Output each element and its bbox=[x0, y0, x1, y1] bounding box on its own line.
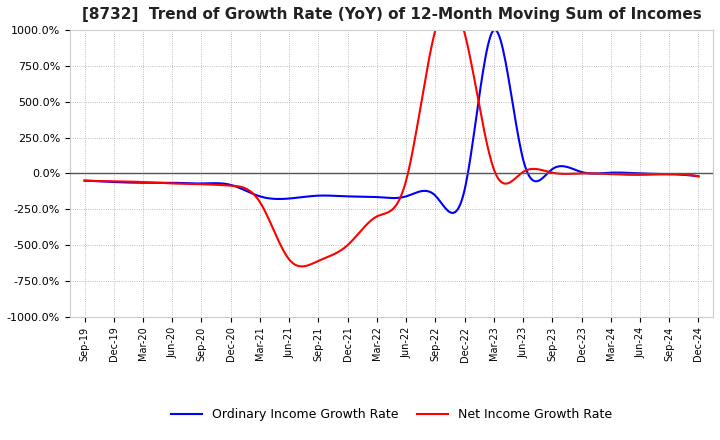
Net Income Growth Rate bbox=[446, 1, 454, 6]
Legend: Ordinary Income Growth Rate, Net Income Growth Rate: Ordinary Income Growth Rate, Net Income … bbox=[166, 403, 618, 426]
Line: Ordinary Income Growth Rate: Ordinary Income Growth Rate bbox=[84, 30, 698, 213]
Net Income Growth Rate bbox=[377, 212, 385, 217]
Net Income Growth Rate bbox=[298, 264, 307, 269]
Net Income Growth Rate bbox=[448, 2, 456, 7]
Ordinary Income Growth Rate bbox=[80, 178, 89, 183]
Ordinary Income Growth Rate bbox=[694, 174, 703, 179]
Net Income Growth Rate bbox=[586, 171, 595, 176]
Title: [8732]  Trend of Growth Rate (YoY) of 12-Month Moving Sum of Incomes: [8732] Trend of Growth Rate (YoY) of 12-… bbox=[81, 7, 701, 22]
Net Income Growth Rate bbox=[80, 178, 89, 183]
Ordinary Income Growth Rate bbox=[586, 171, 595, 176]
Ordinary Income Growth Rate bbox=[372, 194, 380, 200]
Net Income Growth Rate bbox=[373, 213, 382, 219]
Ordinary Income Growth Rate bbox=[490, 27, 498, 33]
Net Income Growth Rate bbox=[413, 119, 422, 125]
Line: Net Income Growth Rate: Net Income Growth Rate bbox=[84, 4, 698, 266]
Ordinary Income Growth Rate bbox=[448, 210, 456, 216]
Net Income Growth Rate bbox=[694, 174, 703, 179]
Ordinary Income Growth Rate bbox=[413, 190, 421, 195]
Net Income Growth Rate bbox=[682, 172, 690, 177]
Ordinary Income Growth Rate bbox=[446, 209, 454, 215]
Ordinary Income Growth Rate bbox=[375, 194, 384, 200]
Ordinary Income Growth Rate bbox=[682, 172, 690, 178]
